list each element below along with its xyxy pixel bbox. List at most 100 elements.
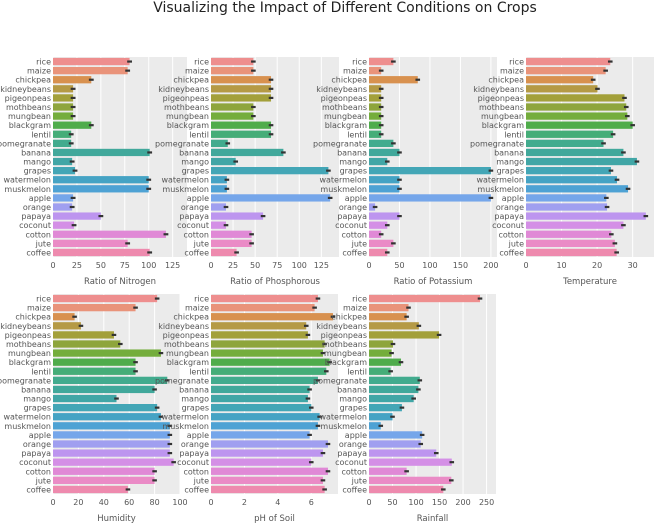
bar-coffee <box>211 248 237 257</box>
category-label: coffee <box>26 485 51 494</box>
category-label: orange <box>181 203 209 212</box>
plot-background <box>369 57 497 257</box>
category-label: banana <box>21 385 51 394</box>
bar-muskmelon <box>369 185 400 193</box>
category-label: kidneybeans <box>158 85 209 94</box>
category-label: papaya <box>179 449 209 458</box>
category-label: blackgram <box>325 121 368 130</box>
bar-pigeonpeas <box>369 94 382 102</box>
category-label: muskmelon <box>477 185 524 194</box>
bar-banana <box>53 148 150 157</box>
bar-mango <box>369 157 388 166</box>
category-label: pigeonpeas <box>163 331 209 340</box>
bar-cotton <box>211 467 328 475</box>
category-label: watermelon <box>3 176 51 185</box>
category-label: blackgram <box>167 358 210 367</box>
bar-blackgram <box>369 358 401 366</box>
category-label: chickpea <box>331 76 367 85</box>
category-label: cotton <box>341 467 367 476</box>
category-label: papaya <box>337 449 367 458</box>
bar-lentil <box>53 367 136 375</box>
bar-banana <box>369 385 419 394</box>
bar-kidneybeans <box>369 322 419 330</box>
category-label: muskmelon <box>320 422 367 431</box>
category-label: kidneybeans <box>0 322 51 331</box>
category-label: maize <box>185 304 209 313</box>
bar-chickpea <box>526 76 594 84</box>
bar-jute <box>53 476 155 484</box>
category-label: pomegranate <box>0 139 51 148</box>
category-label: maize <box>185 67 209 76</box>
category-label: mango <box>181 395 209 404</box>
category-label: lentil <box>31 130 51 139</box>
category-label: pigeonpeas <box>321 94 367 103</box>
bar-mothbeans <box>369 340 393 348</box>
bar-papaya <box>53 449 170 457</box>
x-axis-label: Humidity <box>97 514 136 524</box>
bar-jute <box>53 239 128 247</box>
bar-jute <box>369 239 394 247</box>
bar-coffee <box>53 485 128 494</box>
bar-muskmelon <box>211 185 227 193</box>
bar-blackgram <box>211 358 330 366</box>
x-tick-label: 150 <box>453 261 468 270</box>
category-label: papaya <box>494 212 524 221</box>
bar-chickpea <box>53 313 75 321</box>
bar-chickpea <box>369 313 407 321</box>
category-label: banana <box>179 148 209 157</box>
category-label: rice <box>36 295 51 304</box>
category-label: mango <box>23 395 51 404</box>
category-label: apple <box>187 431 209 440</box>
x-tick-label: 50 <box>394 261 404 270</box>
x-tick-label: 20 <box>73 498 83 507</box>
bar-watermelon <box>369 176 400 184</box>
x-tick-label: 0 <box>208 261 213 270</box>
category-label: muskmelon <box>320 185 367 194</box>
category-label: apple <box>29 431 51 440</box>
category-label: orange <box>23 203 51 212</box>
bar-apple <box>211 194 331 202</box>
bar-muskmelon <box>53 422 170 430</box>
bar-pigeonpeas <box>53 331 114 339</box>
category-label: mungbean <box>166 349 209 358</box>
bar-cotton <box>211 230 252 238</box>
category-label: banana <box>337 385 367 394</box>
bar-apple <box>369 431 423 439</box>
bar-lentil <box>369 367 391 375</box>
category-label: cotton <box>498 230 524 239</box>
category-label: muskmelon <box>4 185 51 194</box>
category-label: watermelon <box>3 413 51 422</box>
bar-coconut <box>211 221 227 229</box>
category-label: mango <box>496 158 524 167</box>
category-label: rice <box>352 58 367 67</box>
category-label: lentil <box>189 130 209 139</box>
bar-chickpea <box>211 313 333 321</box>
bar-kidneybeans <box>53 322 81 330</box>
bar-banana <box>369 148 400 157</box>
category-label: coffee <box>184 485 209 494</box>
category-label: grapes <box>24 167 51 176</box>
category-label: coconut <box>335 221 367 230</box>
panel-6: 0 2 4 6 ricemaizechickpeakidneybeanspigeonpe… <box>155 294 338 524</box>
x-tick-label: 50 <box>387 498 397 507</box>
category-label: orange <box>339 440 367 449</box>
category-label: mungbean <box>166 112 209 121</box>
bar-blackgram <box>53 121 92 129</box>
panel-5: 0 20 40 60 80 100 ricemaizechickpeakidneybeans… <box>0 294 188 524</box>
category-label: kidneybeans <box>0 85 51 94</box>
bar-mango <box>53 394 117 403</box>
category-label: watermelon <box>319 413 367 422</box>
category-label: cotton <box>183 230 209 239</box>
bar-rice <box>369 294 481 303</box>
bar-chickpea <box>369 76 418 84</box>
bar-mungbean <box>53 349 161 357</box>
category-label: muskmelon <box>4 422 51 431</box>
category-label: coffee <box>342 248 367 257</box>
bar-pomegranate <box>53 139 72 147</box>
bar-kidneybeans <box>53 85 74 93</box>
category-label: apple <box>345 431 367 440</box>
bar-jute <box>526 239 615 247</box>
x-tick-label: 40 <box>99 498 109 507</box>
bar-cotton <box>369 230 382 238</box>
bar-blackgram <box>211 121 272 129</box>
